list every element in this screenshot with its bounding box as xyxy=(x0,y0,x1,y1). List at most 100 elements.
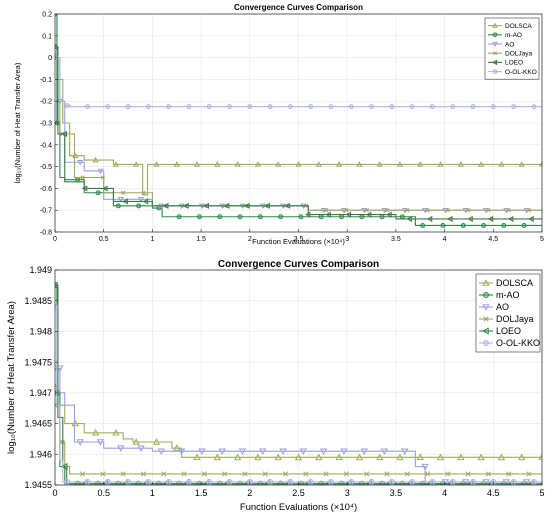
data-point xyxy=(55,303,59,310)
y-tick-label: 1.9465 xyxy=(24,419,52,429)
data-point xyxy=(511,104,517,110)
data-point xyxy=(55,50,59,57)
data-point xyxy=(406,215,412,222)
data-point xyxy=(105,104,111,110)
data-point xyxy=(426,215,433,222)
x-tick-label: 2.5 xyxy=(294,236,304,243)
legend-marker xyxy=(492,32,498,38)
x-axis-label: Function Evaluations (×10⁴) xyxy=(240,502,357,513)
x-tick-label: 4 xyxy=(443,236,447,243)
data-point xyxy=(254,161,261,167)
data-point xyxy=(457,453,465,461)
legend-marker xyxy=(482,304,490,311)
data-point xyxy=(64,103,70,109)
data-point xyxy=(234,161,241,167)
data-point xyxy=(294,453,303,461)
legend-label: DOLSCA xyxy=(496,278,533,288)
series-O-OL-KKO xyxy=(55,303,542,485)
x-tick-label: 5 xyxy=(540,236,544,243)
data-point xyxy=(380,448,389,456)
legend-marker xyxy=(492,22,498,28)
data-point xyxy=(80,471,86,477)
legend-box xyxy=(475,273,541,353)
y-tick-label: -0.7 xyxy=(40,208,52,215)
data-point xyxy=(339,214,344,220)
data-point xyxy=(436,453,445,461)
y-tick-label: -0.2 xyxy=(40,99,52,106)
legend-item: m-AO xyxy=(488,32,522,39)
data-point xyxy=(490,104,496,110)
data-point xyxy=(100,175,106,180)
data-point xyxy=(506,471,512,477)
data-point xyxy=(267,104,273,110)
data-point xyxy=(112,161,119,167)
data-point xyxy=(84,104,90,110)
legend-box xyxy=(484,17,540,80)
y-tick-label: -0.1 xyxy=(40,77,52,84)
data-point xyxy=(396,161,404,167)
legend-label: m-AO xyxy=(496,290,520,300)
y-tick-label: -0.4 xyxy=(40,142,52,149)
legend-marker xyxy=(492,69,498,74)
series-AO xyxy=(55,365,542,485)
data-point xyxy=(227,104,232,110)
data-point xyxy=(437,161,444,167)
x-tick-label: 0.5 xyxy=(97,488,110,498)
data-point xyxy=(165,478,172,485)
y-tick-label: 1.949 xyxy=(29,265,52,275)
data-point xyxy=(344,208,349,213)
data-point xyxy=(193,453,201,461)
data-point xyxy=(153,161,160,167)
data-point xyxy=(142,198,149,205)
data-point xyxy=(96,439,105,446)
data-point xyxy=(477,453,485,461)
data-point xyxy=(125,478,132,485)
legend-label: AO xyxy=(496,302,509,312)
data-point xyxy=(460,222,466,228)
x-tick-label: 1.5 xyxy=(196,236,206,243)
data-point xyxy=(369,104,375,110)
data-point xyxy=(429,478,436,485)
data-point xyxy=(162,202,169,209)
data-point xyxy=(97,168,104,175)
series-O-OL-KKO xyxy=(55,55,542,110)
data-point xyxy=(521,222,527,228)
x-tick-label: 4.5 xyxy=(488,236,498,243)
data-point xyxy=(122,198,128,205)
data-point xyxy=(282,471,289,477)
data-point xyxy=(379,214,385,220)
data-point xyxy=(457,161,464,167)
data-point xyxy=(267,478,274,485)
y-tick-label: 0.1 xyxy=(42,33,52,40)
data-point xyxy=(424,471,431,477)
data-point xyxy=(465,471,471,477)
data-point xyxy=(177,448,186,456)
data-point xyxy=(315,161,322,167)
x-tick-label: 5 xyxy=(539,488,544,498)
legend-label: DOLJaya xyxy=(505,50,532,57)
legend-marker xyxy=(482,291,490,299)
y-tick-label: -0.6 xyxy=(40,186,52,193)
chart-title: Convergence Curves Comparison xyxy=(218,259,379,270)
x-tick-label: 4 xyxy=(442,488,447,498)
data-point xyxy=(315,453,323,461)
data-point xyxy=(510,478,517,485)
data-point xyxy=(176,214,182,220)
data-point xyxy=(287,104,293,110)
data-point xyxy=(417,161,424,167)
data-point xyxy=(365,211,372,218)
data-point xyxy=(340,448,348,456)
data-point xyxy=(318,214,324,220)
data-point xyxy=(396,453,404,461)
data-point xyxy=(55,43,58,50)
data-point xyxy=(242,471,248,477)
data-point xyxy=(364,208,369,213)
x-tick-label: 1.5 xyxy=(195,488,208,498)
legend-item: DOLSCA xyxy=(479,278,533,288)
data-point xyxy=(507,215,514,222)
data-point xyxy=(120,471,126,477)
data-point xyxy=(467,215,473,222)
data-point xyxy=(71,419,79,427)
data-point xyxy=(100,471,106,477)
